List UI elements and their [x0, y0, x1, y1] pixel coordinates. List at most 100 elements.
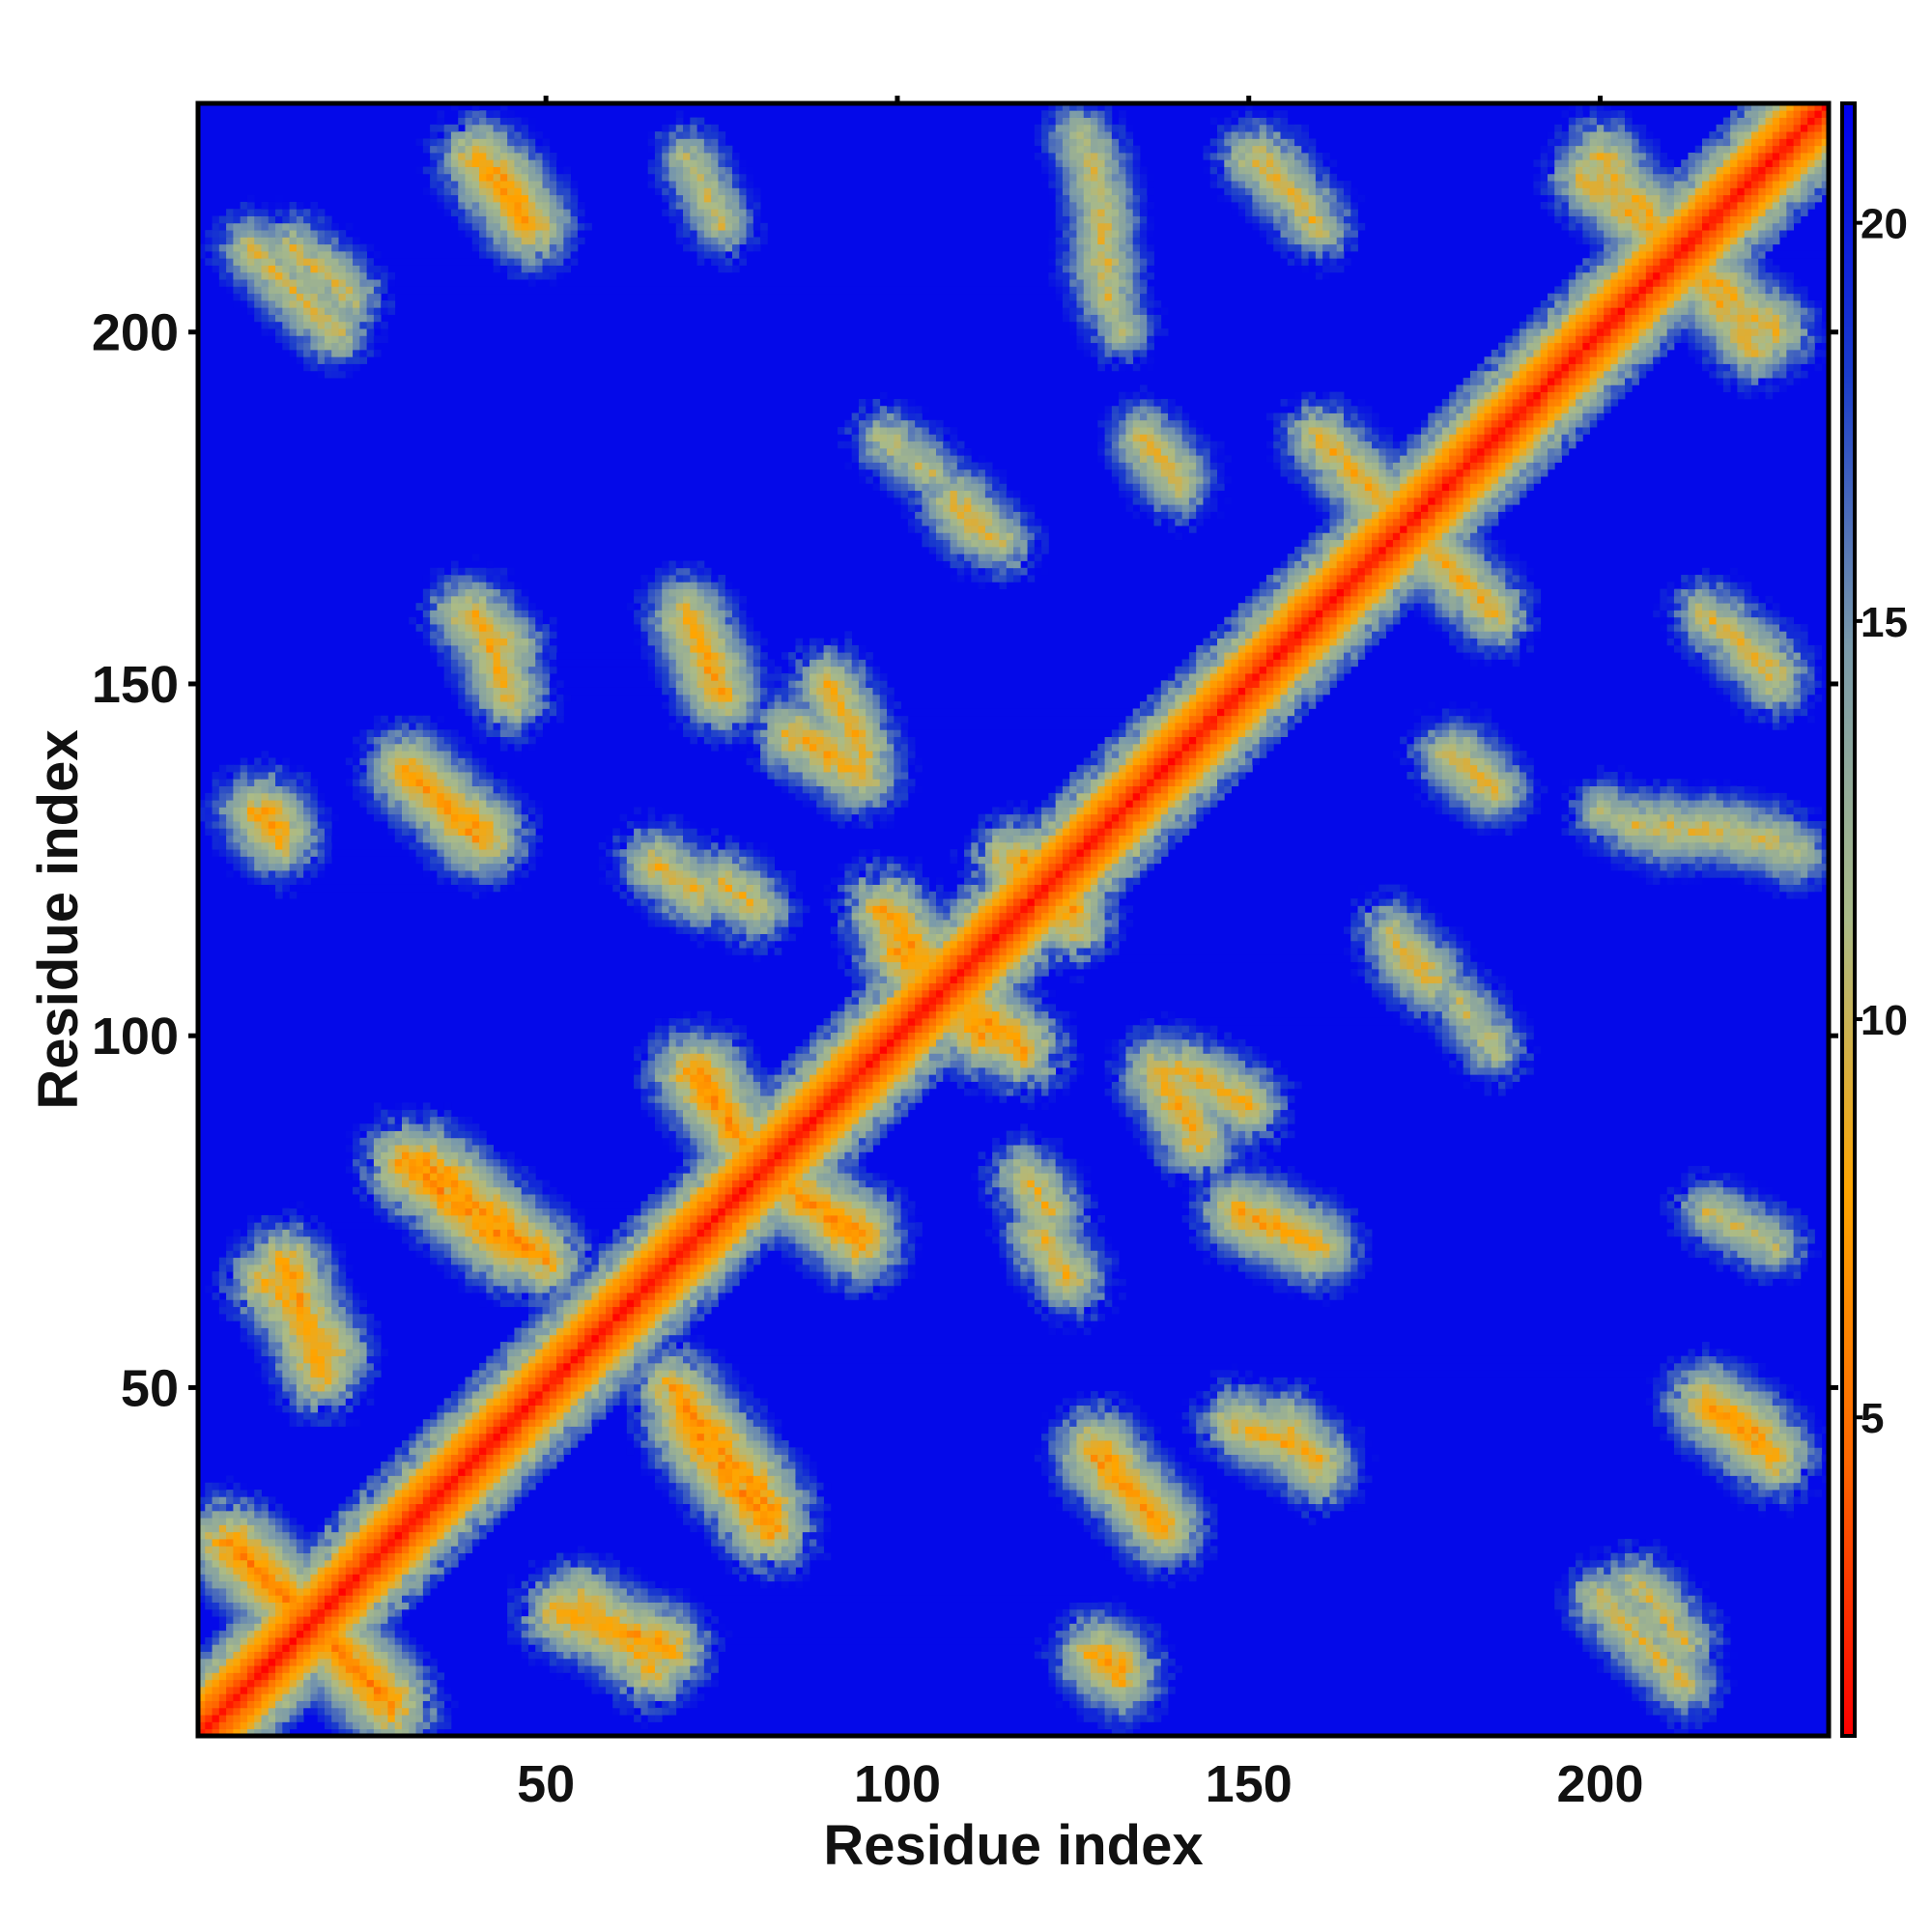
heatmap-cell	[1653, 1700, 1661, 1709]
heatmap-cell	[654, 1637, 663, 1645]
heatmap-cell	[353, 1693, 360, 1701]
heatmap-cell	[1280, 1496, 1289, 1505]
heatmap-cell	[289, 1524, 298, 1533]
heatmap-cell	[1617, 1552, 1626, 1561]
heatmap-cell	[1168, 1510, 1176, 1519]
heatmap-cell	[1294, 1391, 1302, 1399]
heatmap-cell	[683, 1383, 691, 1392]
heatmap-cell	[1196, 1503, 1204, 1512]
heatmap-cell	[1265, 1490, 1274, 1497]
heatmap-cell	[739, 1482, 747, 1491]
heatmap-cell	[1582, 1595, 1591, 1603]
heatmap-cell	[1224, 1419, 1232, 1427]
heatmap-cell	[471, 1440, 480, 1448]
heatmap-cell	[731, 1440, 740, 1448]
heatmap-cell	[373, 1602, 382, 1610]
heatmap-cell	[1702, 1616, 1710, 1624]
heatmap-cell	[1673, 1658, 1682, 1666]
heatmap-cell	[409, 1468, 416, 1476]
heatmap-cell	[584, 1637, 592, 1645]
heatmap-cell	[1322, 1433, 1330, 1441]
heatmap-cell	[1168, 1524, 1176, 1533]
heatmap-cell	[1097, 1398, 1105, 1406]
heatmap-cell	[535, 1468, 543, 1476]
heatmap-cell	[563, 1440, 572, 1448]
heatmap-cell	[1062, 1630, 1070, 1638]
heatmap-cell	[1119, 1721, 1126, 1730]
heatmap-cell	[450, 1433, 459, 1441]
heatmap-cell	[527, 1433, 536, 1441]
heatmap-cell	[275, 1405, 283, 1413]
heatmap-cell	[296, 1687, 304, 1694]
heatmap-cell	[626, 1411, 635, 1420]
heatmap-cell	[422, 1721, 431, 1730]
heatmap-cell	[1709, 1370, 1717, 1378]
heatmap-cell	[458, 1482, 466, 1491]
heatmap-cell	[1786, 1398, 1795, 1406]
heatmap-cell	[233, 1559, 242, 1568]
heatmap-cell	[521, 1595, 529, 1603]
heatmap-cell	[675, 1644, 684, 1652]
heatmap-cell	[366, 1383, 375, 1392]
heatmap-cell	[1231, 1405, 1246, 1413]
heatmap-cell	[1688, 1715, 1696, 1722]
heatmap-cell	[415, 1693, 424, 1701]
heatmap-cell	[542, 1349, 551, 1357]
heatmap-cell	[233, 1602, 242, 1610]
heatmap-cell	[1681, 1355, 1689, 1364]
heatmap-cell	[549, 1651, 557, 1660]
heatmap-cell	[233, 1490, 242, 1497]
heatmap-cell	[303, 1616, 311, 1624]
heatmap-cell	[703, 1355, 712, 1364]
heatmap-cell	[802, 1496, 810, 1505]
heatmap-cell	[683, 1595, 691, 1603]
heatmap-cell	[1168, 1672, 1176, 1681]
heatmap-cell	[1632, 1580, 1639, 1589]
heatmap-cell	[612, 1588, 620, 1596]
heatmap-cell	[634, 1433, 641, 1441]
heatmap-cell	[233, 1503, 242, 1512]
heatmap-cell	[1610, 1651, 1619, 1660]
heatmap-cell	[310, 1580, 319, 1589]
heatmap-cell	[739, 1377, 747, 1385]
heatmap-cell	[387, 1665, 396, 1673]
heatmap-cell	[338, 1693, 347, 1701]
heatmap-cell	[1716, 1447, 1724, 1456]
heatmap-cell	[226, 1672, 234, 1681]
heatmap-cell	[409, 1503, 416, 1512]
heatmap-cell	[387, 1567, 396, 1575]
heatmap-cell	[654, 1419, 663, 1427]
heatmap-cell	[711, 1616, 719, 1624]
heatmap-cell	[626, 1391, 635, 1399]
heatmap-cell	[1287, 1383, 1295, 1392]
heatmap-cell	[626, 1370, 635, 1378]
heatmap-cell	[1688, 1574, 1696, 1582]
heatmap-cell	[1231, 1433, 1239, 1441]
heatmap-cell	[507, 1411, 515, 1420]
heatmap-cell	[359, 1665, 368, 1673]
heatmap-cell	[198, 1546, 206, 1553]
heatmap-cell	[1252, 1454, 1261, 1463]
heatmap-cell	[240, 1707, 248, 1716]
heatmap-cell	[1196, 1539, 1204, 1547]
heatmap-cell	[1722, 1362, 1731, 1371]
heatmap-cell	[626, 1693, 635, 1701]
heatmap-cell	[1666, 1672, 1675, 1681]
heatmap-cell	[731, 1411, 740, 1420]
heatmap-cell	[634, 1715, 641, 1722]
heatmap-cell	[1111, 1658, 1120, 1666]
heatmap-cell	[226, 1510, 234, 1519]
heatmap-cell	[345, 1355, 354, 1364]
heatmap-cell	[1273, 1426, 1281, 1435]
heatmap-cell	[1083, 1672, 1092, 1681]
heatmap-cell	[437, 1679, 445, 1688]
heatmap-cell	[1357, 1447, 1366, 1456]
heatmap-cell	[1681, 1411, 1689, 1420]
heatmap-cell	[289, 1658, 298, 1666]
heatmap-cell	[675, 1433, 684, 1441]
heatmap-cell	[795, 1503, 804, 1512]
heatmap-cell	[746, 1383, 754, 1392]
heatmap-cell	[1645, 1630, 1654, 1638]
heatmap-cell	[1653, 1637, 1661, 1645]
heatmap-cell	[268, 1398, 276, 1406]
